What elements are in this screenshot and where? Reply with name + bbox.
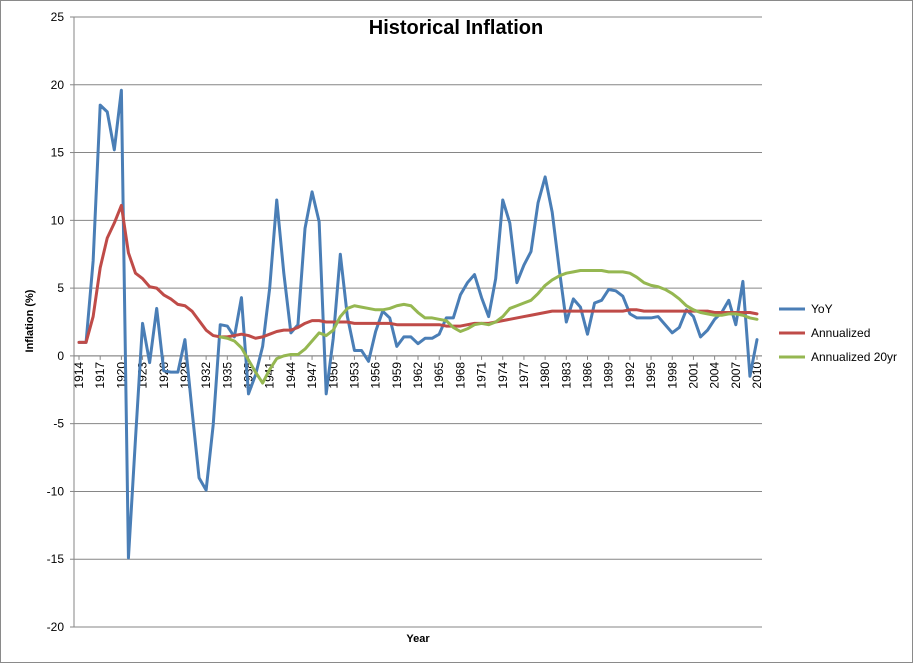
x-tick-label: 1932	[199, 362, 213, 389]
y-tick-label: 25	[51, 10, 65, 24]
x-tick-label: 1974	[496, 362, 510, 389]
x-tick-label: 1971	[475, 362, 489, 389]
series-line-3	[218, 268, 759, 385]
x-tick-label: 1944	[284, 362, 298, 389]
x-tick-label: 1983	[559, 362, 573, 389]
legend-label: YoY	[811, 302, 833, 316]
x-tick-label: 1914	[72, 362, 86, 389]
x-axis-title: Year	[406, 633, 430, 645]
y-tick-label: -15	[47, 552, 65, 566]
chart-title: Historical Inflation	[369, 17, 543, 39]
y-tick-label: 5	[57, 281, 64, 295]
x-tick-label: 2007	[729, 362, 743, 389]
series-line-1	[77, 88, 759, 560]
x-tick-label: 1956	[369, 362, 383, 389]
y-tick-label: 10	[51, 213, 65, 227]
x-tick-label: 1977	[517, 362, 531, 389]
y-tick-label: 15	[51, 146, 65, 160]
x-tick-label: 2004	[708, 362, 722, 389]
x-tick-label: 1953	[347, 362, 361, 389]
x-tick-label: 1941	[263, 362, 277, 389]
x-tick-label: 1962	[411, 362, 425, 389]
y-tick-labels: -20 -15 -10 -5 0 5 10 15 20 25	[47, 10, 65, 634]
x-tick-label: 1995	[644, 362, 658, 389]
x-tick-label: 1965	[432, 362, 446, 389]
x-tick-label: 1992	[623, 362, 637, 389]
x-tick-label: 1935	[220, 362, 234, 389]
x-tick-label: 1986	[581, 362, 595, 389]
x-tick-label: 2010	[750, 362, 764, 389]
x-tick-label: 1980	[538, 362, 552, 389]
x-tick-label: 1926	[157, 362, 171, 389]
y-tick-label: -10	[47, 484, 65, 498]
series-line-2	[77, 203, 759, 344]
x-tick-label: 1917	[93, 362, 107, 389]
gridlines	[70, 16, 762, 628]
x-tick-label: 1998	[665, 362, 679, 389]
legend-label: Annualized 20yr	[811, 350, 897, 364]
y-axis-title: Inflation (%)	[24, 289, 36, 352]
y-tick-label: 20	[51, 78, 65, 92]
x-tick-label: 1959	[390, 362, 404, 389]
x-tick-label: 1947	[305, 362, 319, 389]
legend-label: Annualized	[811, 326, 870, 340]
legend: YoY Annualized Annualized 20yr	[779, 302, 897, 364]
y-tick-label: -20	[47, 620, 65, 634]
x-tick-label: 2001	[686, 362, 700, 389]
series-lines	[77, 88, 759, 560]
x-tick-label: 1968	[453, 362, 467, 389]
x-tick-label: 1989	[602, 362, 616, 389]
y-tick-label: 0	[57, 349, 64, 363]
y-tick-label: -5	[53, 417, 64, 431]
